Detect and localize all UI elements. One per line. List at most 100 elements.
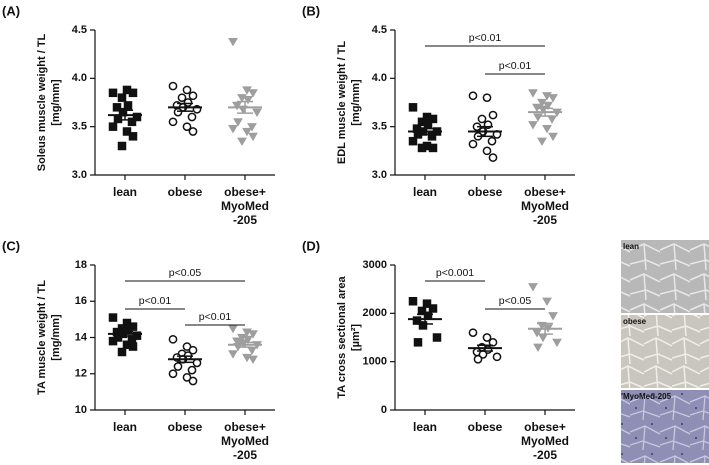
data-point bbox=[528, 89, 538, 98]
data-point bbox=[187, 365, 197, 375]
data-point bbox=[482, 146, 492, 156]
data-point bbox=[488, 110, 498, 120]
data-point bbox=[548, 312, 558, 321]
p-value-label: p<0.01 bbox=[469, 32, 502, 44]
y-tick-label: 12 bbox=[75, 368, 87, 380]
histology-image bbox=[621, 315, 709, 388]
data-point bbox=[113, 114, 123, 124]
y-axis-label: [µm²] bbox=[350, 324, 362, 351]
data-point bbox=[183, 98, 193, 107]
y-tick-label: 18 bbox=[75, 259, 87, 271]
image-label: MyoMed-205 bbox=[623, 392, 672, 401]
y-tick-label: 3.5 bbox=[72, 121, 87, 133]
data-point bbox=[228, 38, 238, 47]
data-point bbox=[248, 132, 258, 142]
data-point bbox=[473, 354, 483, 364]
x-tick-label: obese+ bbox=[524, 420, 566, 434]
data-point bbox=[128, 88, 138, 98]
data-point bbox=[408, 103, 418, 112]
data-point bbox=[432, 333, 442, 342]
data-point bbox=[422, 299, 432, 308]
image-label: obese bbox=[623, 317, 647, 326]
data-point bbox=[192, 358, 202, 368]
data-point bbox=[123, 101, 133, 110]
data-point bbox=[188, 376, 198, 386]
y-tick-label: 4.0 bbox=[372, 72, 387, 84]
panel-label: (C) bbox=[2, 238, 20, 253]
data-point bbox=[188, 91, 198, 101]
data-point bbox=[468, 139, 478, 149]
data-point bbox=[552, 338, 562, 348]
data-point bbox=[528, 283, 538, 292]
data-point bbox=[428, 114, 438, 124]
data-point bbox=[417, 143, 427, 153]
panel-label: (A) bbox=[2, 3, 20, 18]
data-point bbox=[173, 107, 183, 117]
y-tick-label: 4.5 bbox=[72, 24, 87, 36]
data-point bbox=[528, 121, 538, 130]
data-point bbox=[482, 93, 492, 103]
x-tick-label: -205 bbox=[533, 213, 557, 227]
x-tick-label: lean bbox=[113, 185, 137, 199]
data-point bbox=[537, 137, 547, 146]
data-point bbox=[468, 91, 478, 101]
data-point bbox=[187, 112, 197, 122]
x-tick-label: obese bbox=[468, 185, 503, 199]
y-axis-label: Soleus muscle weight / TL bbox=[36, 33, 48, 171]
x-tick-label: -205 bbox=[233, 448, 257, 462]
y-axis-label: [mg/mm] bbox=[50, 314, 62, 361]
data-point bbox=[428, 304, 438, 313]
data-point bbox=[548, 132, 558, 142]
y-tick-label: 14 bbox=[75, 331, 88, 343]
data-point bbox=[243, 96, 253, 105]
y-tick-label: 4.0 bbox=[72, 72, 87, 84]
x-tick-label: lean bbox=[113, 420, 137, 434]
x-tick-label: obese bbox=[168, 185, 203, 199]
y-tick-label: 3.5 bbox=[372, 121, 387, 133]
data-point bbox=[182, 85, 192, 95]
data-point bbox=[488, 153, 498, 162]
data-point bbox=[168, 369, 178, 379]
data-point bbox=[247, 346, 257, 355]
data-point bbox=[108, 122, 118, 131]
x-tick-label: MyoMed bbox=[521, 199, 569, 213]
data-point bbox=[252, 108, 262, 117]
x-tick-label: -205 bbox=[533, 448, 557, 462]
data-point bbox=[122, 127, 132, 136]
data-point bbox=[132, 112, 142, 122]
data-point bbox=[108, 336, 118, 346]
data-point bbox=[408, 296, 418, 306]
data-point bbox=[477, 114, 487, 124]
x-tick-label: obese+ bbox=[524, 185, 566, 199]
y-axis-label: [mg/mm] bbox=[50, 79, 62, 126]
x-tick-label: obese bbox=[168, 420, 203, 434]
data-point bbox=[468, 328, 478, 338]
histology-image bbox=[621, 240, 709, 313]
p-value-label: p<0.05 bbox=[169, 267, 202, 279]
y-tick-label: 10 bbox=[75, 404, 87, 416]
x-tick-label: obese bbox=[468, 420, 503, 434]
data-point bbox=[182, 122, 192, 132]
data-point bbox=[228, 125, 238, 134]
y-axis-label: EDL muscle weight / TL bbox=[336, 41, 348, 165]
x-tick-label: lean bbox=[413, 185, 437, 199]
data-point bbox=[248, 330, 258, 339]
x-tick-label: obese+ bbox=[224, 185, 266, 199]
data-point bbox=[248, 355, 258, 365]
data-point bbox=[188, 127, 198, 136]
p-value-label: p<0.01 bbox=[139, 295, 172, 307]
x-tick-label: MyoMed bbox=[221, 199, 269, 213]
data-point bbox=[428, 143, 438, 153]
p-value-label: p<0.001 bbox=[436, 267, 474, 279]
panel-label: (D) bbox=[302, 238, 320, 253]
p-value-label: p<0.05 bbox=[499, 295, 532, 307]
data-point bbox=[548, 94, 558, 103]
data-point bbox=[482, 333, 492, 342]
data-point bbox=[108, 88, 118, 98]
data-point bbox=[117, 141, 127, 151]
y-axis-label: TA cross sectional area bbox=[336, 275, 348, 398]
data-point bbox=[168, 117, 178, 127]
x-tick-label: obese+ bbox=[224, 420, 266, 434]
data-point bbox=[168, 334, 178, 344]
